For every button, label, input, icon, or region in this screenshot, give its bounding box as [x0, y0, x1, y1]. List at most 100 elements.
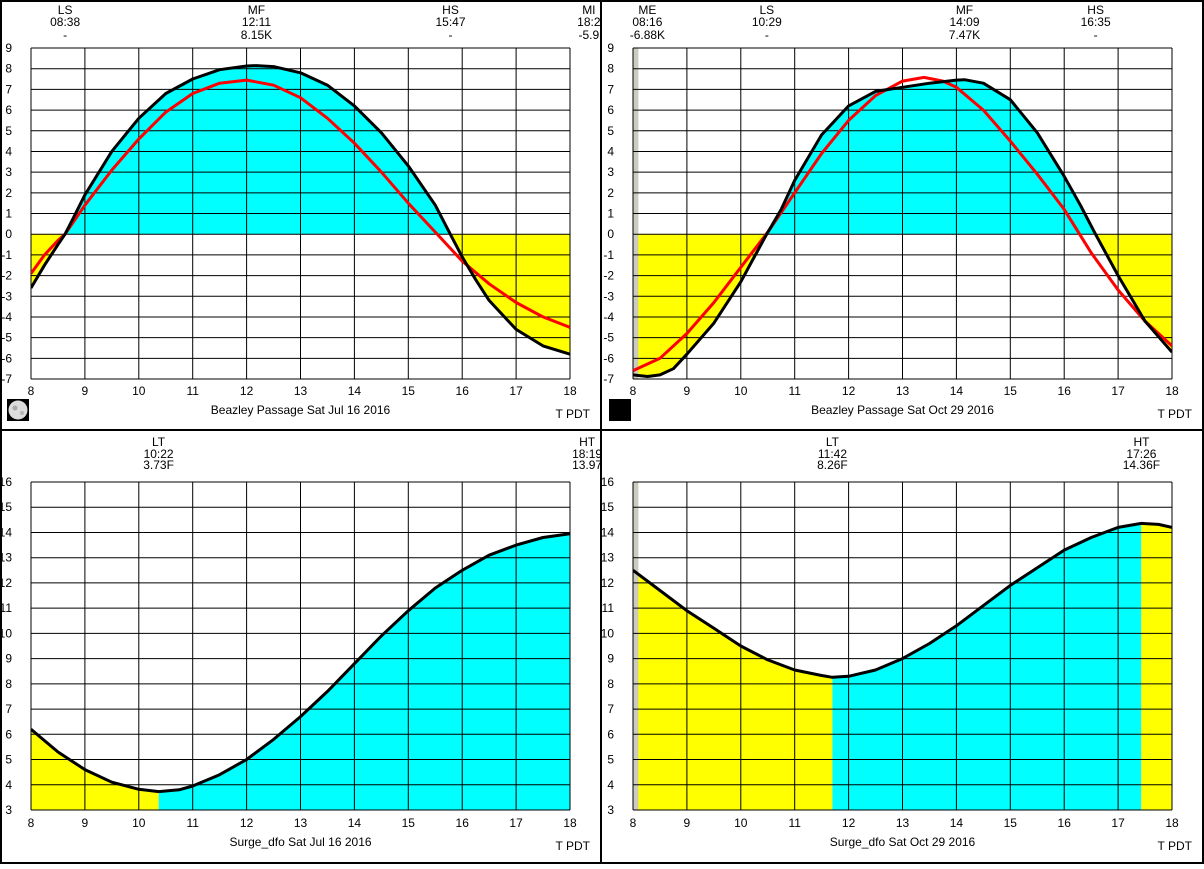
x-tick-label: 17: [509, 384, 523, 398]
y-tick-label: 0: [607, 227, 614, 241]
flood-fill: [832, 523, 1141, 810]
y-tick-label: 4: [607, 778, 614, 792]
x-tick-label: 13: [294, 816, 308, 830]
y-tick-label: 3: [607, 165, 614, 179]
x-tick-label: 17: [1111, 384, 1125, 398]
event-label: HT18:1913.97: [572, 435, 602, 472]
chart-title: Beazley Passage Sat Oct 29 2016: [811, 403, 994, 417]
y-tick-label: -1: [603, 248, 614, 262]
chart-panel-4: 1615141312111098765438 9 10 11 12 13 14 15 16 17 1…: [601, 435, 1193, 853]
event-label: HS15:47-: [435, 3, 465, 42]
y-tick-label: -6: [1, 351, 12, 365]
charts-canvas: 9876543210-1-2-3-4-5-6-78 9 10 11 12 13 14 15 16…: [0, 0, 1204, 864]
svg-text:-6.88K: -6.88K: [630, 28, 665, 42]
y-tick-label: -5: [1, 331, 12, 345]
x-tick-label: 11: [788, 384, 801, 398]
svg-text:14.36F: 14.36F: [1123, 458, 1160, 472]
x-tick-label: 10: [132, 384, 146, 398]
y-tick-label: 9: [5, 41, 12, 55]
y-tick-label: 8: [5, 677, 12, 691]
chart-title: Surge_dfo Sat Oct 29 2016: [830, 835, 976, 849]
x-tick-label: 16: [1058, 384, 1072, 398]
y-tick-label: -4: [603, 310, 614, 324]
timezone-label: T PDT: [1158, 407, 1193, 421]
x-tick-label: 14: [950, 384, 964, 398]
x-tick-label: 9: [82, 816, 89, 830]
y-tick-label: 7: [5, 82, 12, 96]
y-tick-label: -7: [1, 372, 12, 386]
chart-title: Surge_dfo Sat Jul 16 2016: [229, 835, 371, 849]
timezone-label: T PDT: [1158, 839, 1193, 853]
y-tick-label: 7: [607, 82, 614, 96]
y-tick-label: 14: [601, 525, 615, 539]
x-tick-label: 17: [509, 816, 523, 830]
y-tick-label: 11: [0, 601, 12, 615]
y-tick-label: 2: [607, 186, 614, 200]
svg-text:15:47: 15:47: [435, 15, 465, 29]
x-tick-label: 14: [950, 816, 964, 830]
x-tick-label: 10: [734, 816, 748, 830]
y-tick-label: 9: [607, 41, 614, 55]
x-tick-label: 11: [186, 816, 199, 830]
y-tick-label: -2: [603, 269, 614, 283]
y-tick-label: 16: [0, 475, 12, 489]
x-tick-label: 17: [1111, 816, 1125, 830]
y-tick-label: -7: [603, 372, 614, 386]
flood-fill: [159, 534, 570, 810]
svg-text:3.73F: 3.73F: [143, 458, 174, 472]
svg-text:08:16: 08:16: [632, 15, 662, 29]
y-tick-label: 8: [607, 62, 614, 76]
y-tick-label: 6: [607, 727, 614, 741]
y-tick-label: 2: [5, 186, 12, 200]
event-label: MI18:2-5.9: [577, 3, 601, 42]
timezone-label: T PDT: [556, 407, 591, 421]
y-tick-label: 7: [5, 702, 12, 716]
x-tick-label: 12: [842, 816, 856, 830]
event-label: MF12:118.15K: [241, 3, 272, 42]
x-tick-label: 18: [563, 384, 577, 398]
y-tick-label: 13: [0, 551, 12, 565]
svg-text:-: -: [449, 28, 453, 42]
event-label: LT10:223.73F: [143, 435, 174, 472]
x-tick-label: 10: [734, 384, 748, 398]
x-tick-label: 12: [842, 384, 856, 398]
timezone-label: T PDT: [556, 839, 591, 853]
y-tick-label: 11: [602, 601, 615, 615]
svg-text:-: -: [63, 28, 67, 42]
x-tick-label: 13: [896, 816, 910, 830]
y-tick-label: 3: [5, 165, 12, 179]
y-tick-label: 12: [0, 576, 12, 590]
y-tick-label: -1: [1, 248, 12, 262]
y-tick-label: 1: [5, 207, 12, 221]
ebb-fill: [31, 729, 159, 810]
grid: [633, 48, 1172, 379]
y-tick-label: 6: [607, 103, 614, 117]
event-label: MF14:097.47K: [949, 3, 980, 42]
event-label: LS10:29-: [752, 3, 782, 42]
x-tick-label: 9: [82, 384, 89, 398]
y-tick-label: 6: [5, 103, 12, 117]
x-tick-label: 15: [1004, 816, 1018, 830]
y-tick-label: 5: [607, 124, 614, 138]
chart-title: Beazley Passage Sat Jul 16 2016: [211, 403, 391, 417]
y-tick-label: 10: [0, 626, 12, 640]
ebb-fill: [633, 570, 832, 810]
y-tick-label: -3: [603, 289, 614, 303]
svg-text:12:11: 12:11: [242, 15, 271, 29]
x-tick-label: 18: [1165, 384, 1179, 398]
y-tick-label: 3: [607, 803, 614, 817]
x-tick-label: 8: [28, 384, 35, 398]
x-tick-label: 13: [294, 384, 308, 398]
x-tick-label: 9: [684, 816, 691, 830]
x-tick-label: 11: [788, 816, 801, 830]
x-tick-label: 15: [402, 384, 416, 398]
x-tick-label: 8: [630, 384, 637, 398]
y-tick-label: 5: [5, 124, 12, 138]
svg-text:7.47K: 7.47K: [949, 28, 980, 42]
svg-text:8.26F: 8.26F: [817, 458, 848, 472]
